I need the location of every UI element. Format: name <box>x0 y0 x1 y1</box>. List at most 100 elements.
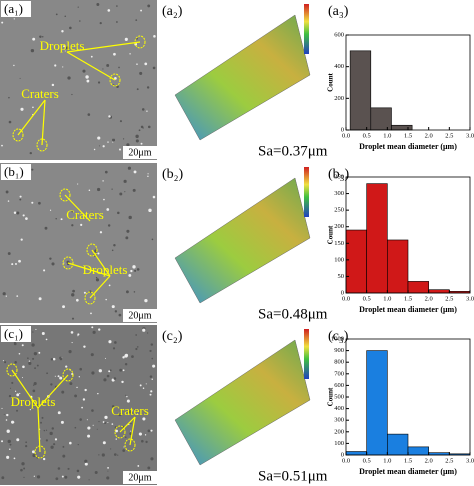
sem-particle <box>55 218 57 220</box>
sem-particle <box>136 63 138 65</box>
sem-particle <box>42 457 46 461</box>
sem-particle <box>97 252 100 255</box>
sem-particle <box>127 166 132 170</box>
sem-particle <box>121 380 124 384</box>
sem-particle <box>77 183 79 185</box>
highlight <box>134 35 146 49</box>
sem-particle <box>131 410 133 412</box>
sem-particle <box>91 326 94 329</box>
highlight <box>12 128 24 142</box>
sem-particle <box>16 409 19 412</box>
sem-particle <box>49 209 52 211</box>
sem-particle <box>19 198 22 201</box>
y-tick-label: 350 <box>334 173 344 180</box>
sem-particle <box>19 195 22 198</box>
sem-particle <box>107 421 109 423</box>
sem-particle <box>32 389 36 393</box>
sem-particle <box>33 384 35 386</box>
sem-particle <box>108 284 111 287</box>
sem-particle <box>41 331 45 335</box>
sem-particle <box>122 138 125 140</box>
sem-particle <box>134 409 136 411</box>
sem-particle <box>109 369 112 372</box>
sem-particle <box>134 269 137 272</box>
sem-particle <box>7 200 10 202</box>
sem-particle <box>136 88 139 91</box>
y-tick-label: 100 <box>334 256 344 263</box>
sem-particle <box>29 409 31 411</box>
x-axis-label: Droplet mean diameter (μm) <box>359 467 457 476</box>
sem-particle <box>124 436 127 438</box>
sem-particle <box>4 361 7 364</box>
sem-particle <box>63 262 65 264</box>
sem-particle <box>114 341 117 344</box>
sem-particle <box>61 30 64 33</box>
sem-particle <box>94 471 98 475</box>
sem-particle <box>119 368 123 372</box>
sem-particle <box>147 4 151 8</box>
sem-particle <box>20 107 24 111</box>
sem-particle <box>103 378 107 382</box>
sem-particle <box>16 438 20 442</box>
sem-particle <box>133 291 136 293</box>
arrow <box>129 416 136 446</box>
highlight <box>114 425 126 439</box>
arrow <box>37 374 69 409</box>
sem-particle <box>64 50 66 52</box>
sem-particle <box>67 467 70 470</box>
y-tick-label: 700 <box>334 370 344 377</box>
sem-particle <box>1 144 3 147</box>
sem-particle <box>110 448 112 450</box>
sem-particle <box>147 125 151 129</box>
y-tick-label: 500 <box>334 393 344 400</box>
sem-particle <box>71 93 73 96</box>
sem-particle <box>77 444 79 446</box>
sem-particle <box>76 298 79 302</box>
sem-particle <box>15 262 17 265</box>
panel-label: (c₃) <box>328 329 349 344</box>
annotation: Droplets <box>83 262 128 277</box>
sem-particle <box>35 328 37 331</box>
sem-particle <box>1 440 4 443</box>
sem-particle <box>36 364 39 367</box>
sem-particle <box>29 151 32 155</box>
sem-particle <box>64 475 68 479</box>
y-tick-label: 1000 <box>331 335 344 342</box>
sem-particle <box>111 249 114 252</box>
sem-particle <box>81 406 83 409</box>
x-tick-label: 0.5 <box>363 457 371 464</box>
sem-particle <box>44 226 48 230</box>
highlight <box>34 445 46 459</box>
sem-particle <box>117 211 120 215</box>
y-tick-label: 600 <box>334 382 344 389</box>
y-tick-label: 200 <box>334 95 344 102</box>
x-axis-label: Droplet mean diameter (μm) <box>359 305 457 314</box>
sem-particle <box>115 438 117 440</box>
sem-particle <box>98 369 102 373</box>
sem-particle <box>33 475 35 477</box>
sem-particle <box>106 476 110 480</box>
y-tick-label: 50 <box>338 273 345 280</box>
sem-particle <box>30 48 35 53</box>
sem-particle <box>6 429 10 433</box>
bar <box>407 446 429 456</box>
annotation: Droplets <box>40 38 85 53</box>
sem-particle <box>32 331 34 333</box>
x-tick-label: 1.5 <box>404 132 412 139</box>
x-tick-label: 0.5 <box>363 132 371 139</box>
scale-box <box>123 471 157 484</box>
sem-particle <box>40 421 42 424</box>
sem-particle <box>7 439 11 444</box>
sem-particle <box>96 428 98 430</box>
sem-particle <box>62 66 64 68</box>
x-tick-label: 1.0 <box>383 457 391 464</box>
sem-particle <box>82 398 86 401</box>
sem-particle <box>62 454 66 458</box>
sem-particle <box>147 466 151 470</box>
sem-particle <box>32 37 36 41</box>
sem-particle <box>23 476 25 479</box>
sem-particle <box>71 224 74 227</box>
sem-particle <box>115 429 118 433</box>
sem-particle <box>91 409 94 412</box>
x-tick-label: 1.0 <box>383 132 391 139</box>
